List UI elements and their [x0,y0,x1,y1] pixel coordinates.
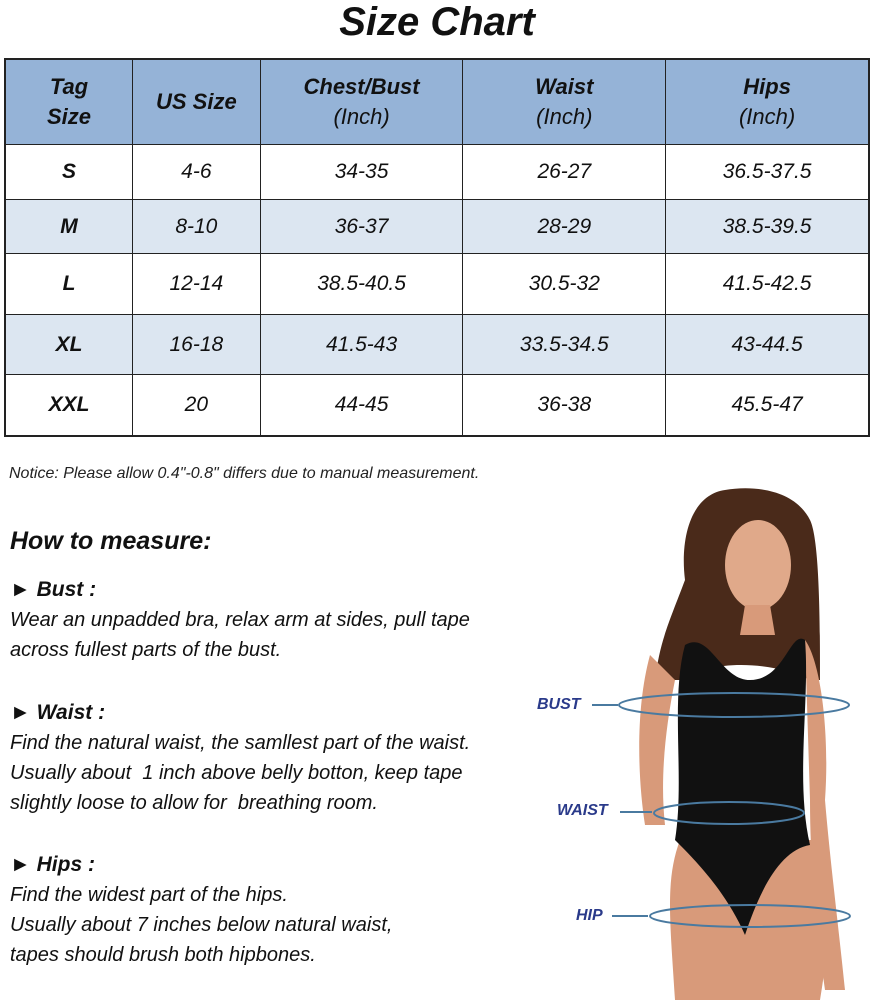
table-cell: 30.5-32 [462,253,667,315]
column-header: US Size [131,58,261,145]
column-header: Tag Size [4,58,133,145]
column-header: Chest/Bust (Inch) [259,58,464,145]
table-cell: 45.5-47 [665,374,870,436]
table-cell: 20 [131,374,261,436]
header-unit: (Inch) [536,104,593,129]
section-text: Usually about 1 inch above belly botton,… [10,762,463,784]
table-cell: 41.5-43 [259,314,464,375]
section-heading: ► Waist : [10,701,106,724]
table-cell: L [4,253,133,315]
section-heading: ► Hips : [10,853,95,876]
notice-text: Notice: Please allow 0.4"-0.8" differs d… [9,465,480,482]
table-row: L 12-14 38.5-40.5 30.5-32 41.5-42.5 [4,253,870,315]
table-cell: 8-10 [131,199,261,254]
header-unit: (Inch) [333,104,390,129]
column-header: Hips (Inch) [665,58,870,145]
table-cell: XXL [4,374,133,436]
table-cell: S [4,144,133,200]
table-cell: 33.5-34.5 [462,314,667,375]
section-text: Usually about 7 inches below natural wai… [10,914,393,936]
waist-label: WAIST [557,802,608,819]
measure-section: ► Hips : Find the widest part of the hips… [10,850,392,970]
how-to-measure-heading: How to measure: [10,527,212,555]
header-label: US Size [156,89,237,115]
table-row: XXL 20 44-45 36-38 45.5-47 [4,374,870,436]
hip-label: HIP [576,907,603,924]
table-cell: 36-38 [462,374,667,436]
section-heading: ► Bust : [10,578,97,601]
header-unit: (Inch) [738,104,796,129]
column-header: Waist (Inch) [462,58,667,145]
header-label: Chest/Bust [303,74,420,100]
table-cell: 12-14 [131,253,261,315]
table-cell: 43-44.5 [665,314,870,375]
section-text: Find the natural waist, the samllest par… [10,732,471,754]
table-cell: 16-18 [131,314,261,375]
measure-section: ► Waist : Find the natural waist, the sam… [10,698,470,818]
section-text: Find the widest part of the hips. [10,884,288,906]
table-cell: 28-29 [462,199,667,254]
table-cell: 34-35 [259,144,464,200]
measure-section: ► Bust : Wear an unpadded bra, relax arm … [10,575,470,665]
table-cell: 38.5-39.5 [665,199,870,254]
page-title: Size Chart [339,0,535,44]
table-row: M 8-10 36-37 28-29 38.5-39.5 [4,199,870,254]
table-cell: 36.5-37.5 [665,144,870,200]
model-figure: BUST WAIST HIP [520,480,874,1000]
section-text: tapes should brush both hipbones. [10,944,316,966]
table-cell: 4-6 [131,144,261,200]
table-cell: 44-45 [259,374,464,436]
table-cell: M [4,199,133,254]
table-cell: XL [4,314,133,375]
section-text: across fullest parts of the bust. [10,639,282,661]
table-row: S 4-6 34-35 26-27 36.5-37.5 [4,144,870,200]
size-table: Tag Size US Size Chest/Bust (Inch) Waist (Inc… [4,58,870,437]
bust-label: BUST [537,696,581,713]
table-cell: 36-37 [259,199,464,254]
table-cell: 26-27 [462,144,667,200]
section-text: Wear an unpadded bra, relax arm at sides… [10,609,470,631]
table-cell: 38.5-40.5 [259,253,464,315]
table-cell: 41.5-42.5 [665,253,870,315]
table-row: XL 16-18 41.5-43 33.5-34.5 43-44.5 [4,314,870,375]
header-label: Tag Size [46,74,91,129]
header-label: Waist [535,74,594,100]
section-text: slightly loose to allow for breathing ro… [10,792,378,814]
header-label: Hips [743,74,791,100]
